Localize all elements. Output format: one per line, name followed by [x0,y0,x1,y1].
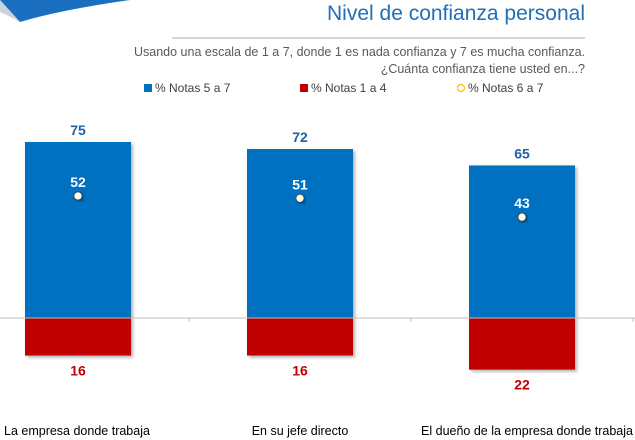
category-group: 75 16 52 [25,122,131,379]
legend-swatch-notas-1-4 [300,84,308,92]
bar-notas-1-4 [247,318,353,356]
marker-notas-6-7 [517,212,527,222]
marker-notas-6-7 [73,191,83,201]
value-label-notas-6-7: 43 [514,195,530,211]
subtitle-line-1: Usando una escala de 1 a 7, donde 1 es n… [134,45,585,59]
value-label-notas-5-7: 65 [514,145,530,161]
value-label-notas-6-7: 51 [292,176,308,192]
category-group: 72 16 51 [247,129,353,379]
bar-notas-5-7 [247,149,353,318]
value-label-notas-1-4: 16 [292,363,308,379]
legend-swatch-notas-5-7 [144,84,152,92]
legend-label-notas-1-4: % Notas 1 a 4 [311,81,387,95]
marker-notas-6-7 [295,194,305,203]
chart-title: Nivel de confianza personal [327,2,585,25]
value-label-notas-1-4: 22 [514,377,530,393]
legend: % Notas 5 a 7 % Notas 1 a 4 % Notas 6 a … [144,81,544,95]
plot-area: 75 16 52 72 16 51 65 22 43 [25,122,575,393]
value-label-notas-6-7: 52 [70,174,86,190]
header-decoration [0,0,130,22]
bar-notas-5-7 [25,141,131,318]
category-label: En su jefe directo [252,424,349,438]
bar-notas-1-4 [469,318,575,370]
legend-label-notas-5-7: % Notas 5 a 7 [155,81,231,95]
bar-notas-1-4 [25,318,131,356]
value-label-notas-5-7: 75 [70,122,86,138]
legend-label-notas-6-7: % Notas 6 a 7 [468,81,544,95]
category-label: El dueño de la empresa donde trabaja [421,424,633,438]
value-label-notas-5-7: 72 [292,129,308,145]
value-label-notas-1-4: 16 [70,363,86,379]
category-label: La empresa donde trabaja [4,424,150,438]
legend-marker-notas-6-7 [456,83,466,93]
bar-notas-5-7 [469,165,575,318]
category-group: 65 22 43 [469,145,575,393]
subtitle-line-2: ¿Cuánta confianza tiene usted en...? [381,62,585,76]
